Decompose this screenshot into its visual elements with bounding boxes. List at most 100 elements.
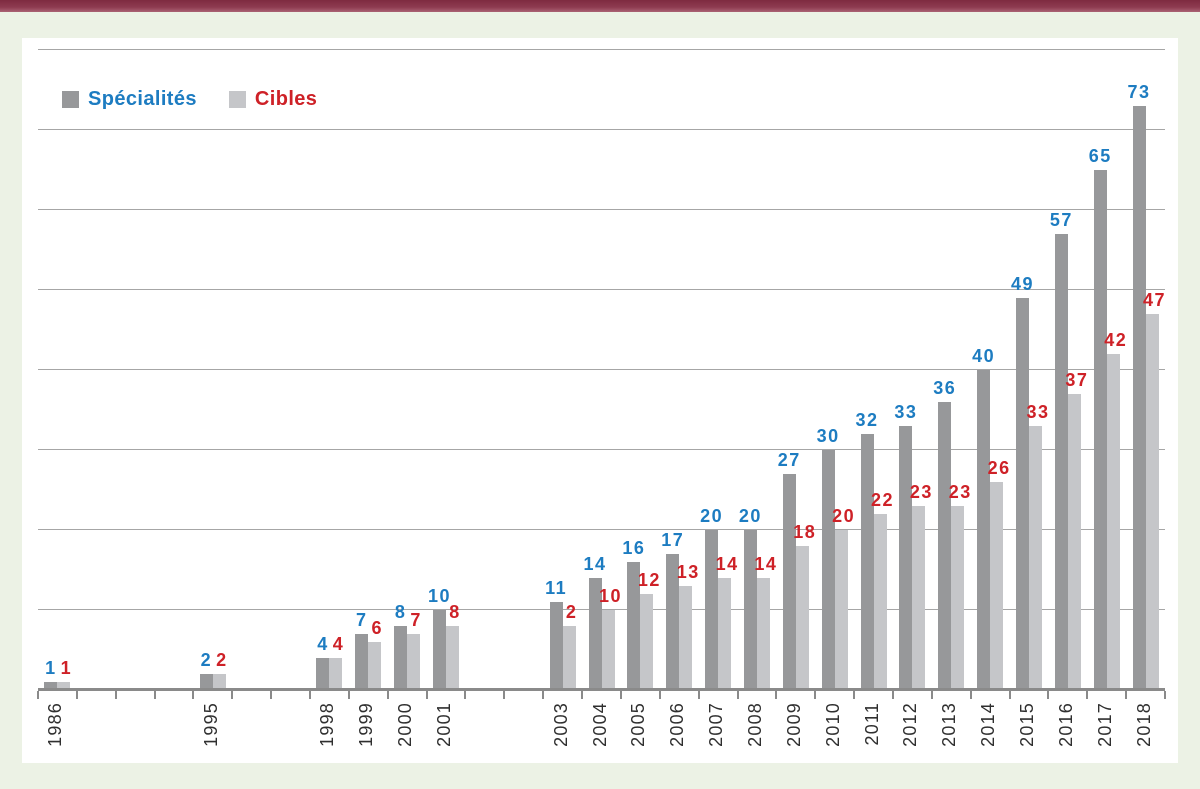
bar-cibles-2015 [1028,426,1042,690]
x-axis-tick [970,691,972,699]
x-tick-label-2005: 2005 [628,702,649,747]
legend-swatch-specialites-icon [62,90,79,108]
x-tick-label-2001: 2001 [434,702,455,747]
x-axis-tick [1164,691,1166,699]
x-tick-label-2003: 2003 [550,702,571,747]
x-tick-label-2016: 2016 [1055,702,1076,747]
value-label-cibles-2010: 20 [832,506,856,526]
value-label-specialites-2018: 73 [1127,82,1151,102]
value-label-cibles-2004: 10 [598,586,623,606]
value-label-specialites-2017: 65 [1088,146,1112,166]
x-tick-label-2004: 2004 [589,702,610,747]
x-axis-tick [309,691,311,699]
legend-label-specialites: Spécialités [88,87,197,110]
x-axis-tick [115,691,117,699]
bar-cibles-2001 [446,626,460,690]
bar-cibles-2006 [679,586,693,690]
x-axis-tick [154,691,156,699]
bar-specialites-2017 [1093,170,1107,690]
x-tick-label-2008: 2008 [744,702,765,747]
bar-specialites-2008 [743,530,757,690]
bar-specialites-2005 [627,562,641,690]
value-label-specialites-1998: 4 [317,634,329,654]
chart-card: Spécialités Cibles 1 1 1986 2 2 1995 4 4 1998 7 6 1… [22,38,1178,763]
gridline-70 [38,129,1165,130]
gridline-10 [38,609,1165,610]
bar-cibles-2011 [873,514,887,690]
x-tick-label-2015: 2015 [1016,702,1037,747]
chart-legend: Spécialités Cibles [62,88,317,110]
bar-specialites-2001 [433,610,447,690]
value-label-cibles-1986: 1 [60,658,73,678]
bar-specialites-1986 [44,682,58,690]
value-label-cibles-2018: 47 [1143,290,1167,310]
x-axis-tick [76,691,78,699]
bar-cibles-2014 [990,482,1004,690]
value-label-cibles-2009: 18 [793,522,817,542]
x-axis-line [38,688,1165,691]
value-label-specialites-2007: 20 [700,506,724,526]
value-label-cibles-2007: 14 [715,554,739,574]
gridline-50 [38,289,1165,290]
gridline-60 [38,209,1165,210]
x-axis-tick [853,691,855,699]
bar-cibles-2012 [912,506,926,690]
bar-specialites-1995 [199,674,213,690]
bar-cibles-1998 [329,658,343,690]
bar-cibles-2010 [834,530,848,690]
value-label-specialites-2010: 30 [816,426,840,446]
x-tick-label-1998: 1998 [317,702,338,747]
value-label-cibles-2016: 37 [1065,370,1089,390]
x-axis-tick [503,691,505,699]
gridline-20 [38,529,1165,530]
value-label-cibles-2014: 26 [987,458,1011,478]
bar-cibles-2017 [1106,354,1120,690]
value-label-specialites-2001: 10 [428,586,452,606]
bar-specialites-2006 [666,554,680,690]
top-accent-bar [0,0,1200,12]
value-label-cibles-2003: 2 [565,602,578,622]
x-axis-tick [231,691,233,699]
x-tick-label-1986: 1986 [45,702,66,747]
bar-specialites-2011 [860,434,874,690]
x-axis-tick [1125,691,1127,699]
x-tick-label-2000: 2000 [395,702,416,747]
value-label-specialites-2003: 11 [545,578,568,598]
value-label-specialites-2000: 8 [394,602,407,622]
x-tick-label-1995: 1995 [200,702,221,747]
x-tick-label-2012: 2012 [900,702,921,747]
value-label-cibles-2017: 42 [1104,330,1128,350]
x-axis-tick [698,691,700,699]
x-axis-tick [620,691,622,699]
x-tick-label-2018: 2018 [1133,702,1154,747]
bar-specialites-2016 [1054,234,1068,690]
value-label-cibles-2006: 13 [676,562,700,582]
bar-specialites-2014 [977,370,991,690]
x-axis-tick [192,691,194,699]
bar-cibles-1999 [368,642,382,690]
bar-specialites-2007 [705,530,719,690]
x-axis-tick [659,691,661,699]
x-axis-tick [814,691,816,699]
bar-specialites-2010 [821,450,835,690]
bar-specialites-2015 [1015,298,1029,690]
value-label-specialites-2016: 57 [1049,210,1073,230]
value-label-specialites-2006: 17 [661,530,685,550]
x-tick-label-2013: 2013 [939,702,960,747]
value-label-specialites-2012: 33 [894,402,918,422]
value-label-cibles-1999: 6 [371,618,384,638]
value-label-cibles-2011: 22 [871,490,895,510]
value-label-specialites-1995: 2 [200,650,213,670]
x-axis-tick [270,691,272,699]
x-tick-label-2007: 2007 [706,702,727,747]
x-axis-tick [931,691,933,699]
bar-cibles-1995 [212,674,226,690]
x-axis-tick [37,691,39,699]
x-axis-tick [775,691,777,699]
gridline-30 [38,449,1165,450]
bar-specialites-2018 [1132,106,1146,690]
value-label-specialites-2015: 49 [1010,274,1034,294]
value-label-specialites-2009: 27 [777,450,801,470]
value-label-specialites-2011: 32 [855,410,879,430]
value-label-cibles-1998: 4 [332,634,345,654]
